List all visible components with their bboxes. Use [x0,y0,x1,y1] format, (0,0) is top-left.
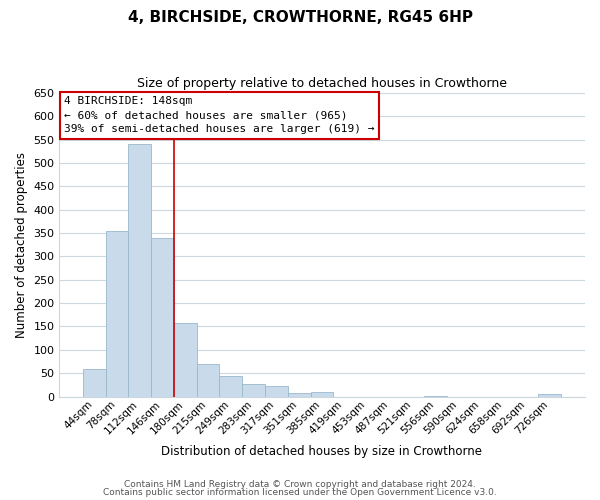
X-axis label: Distribution of detached houses by size in Crowthorne: Distribution of detached houses by size … [161,444,482,458]
Bar [311,392,334,396]
Title: Size of property relative to detached houses in Crowthorne: Size of property relative to detached ho… [137,78,507,90]
Text: Contains HM Land Registry data © Crown copyright and database right 2024.: Contains HM Land Registry data © Crown c… [124,480,476,489]
Bar [128,144,151,396]
Text: Contains public sector information licensed under the Open Government Licence v3: Contains public sector information licen… [103,488,497,497]
Bar [83,368,106,396]
Bar [242,384,265,396]
Bar [288,393,311,396]
Bar [265,386,288,396]
Bar [197,364,220,396]
Bar [220,376,242,396]
Bar [151,238,174,396]
Bar [174,323,197,396]
Bar [538,394,561,396]
Y-axis label: Number of detached properties: Number of detached properties [15,152,28,338]
Text: 4 BIRCHSIDE: 148sqm
← 60% of detached houses are smaller (965)
39% of semi-detac: 4 BIRCHSIDE: 148sqm ← 60% of detached ho… [64,96,374,134]
Text: 4, BIRCHSIDE, CROWTHORNE, RG45 6HP: 4, BIRCHSIDE, CROWTHORNE, RG45 6HP [128,10,473,25]
Bar [106,231,128,396]
